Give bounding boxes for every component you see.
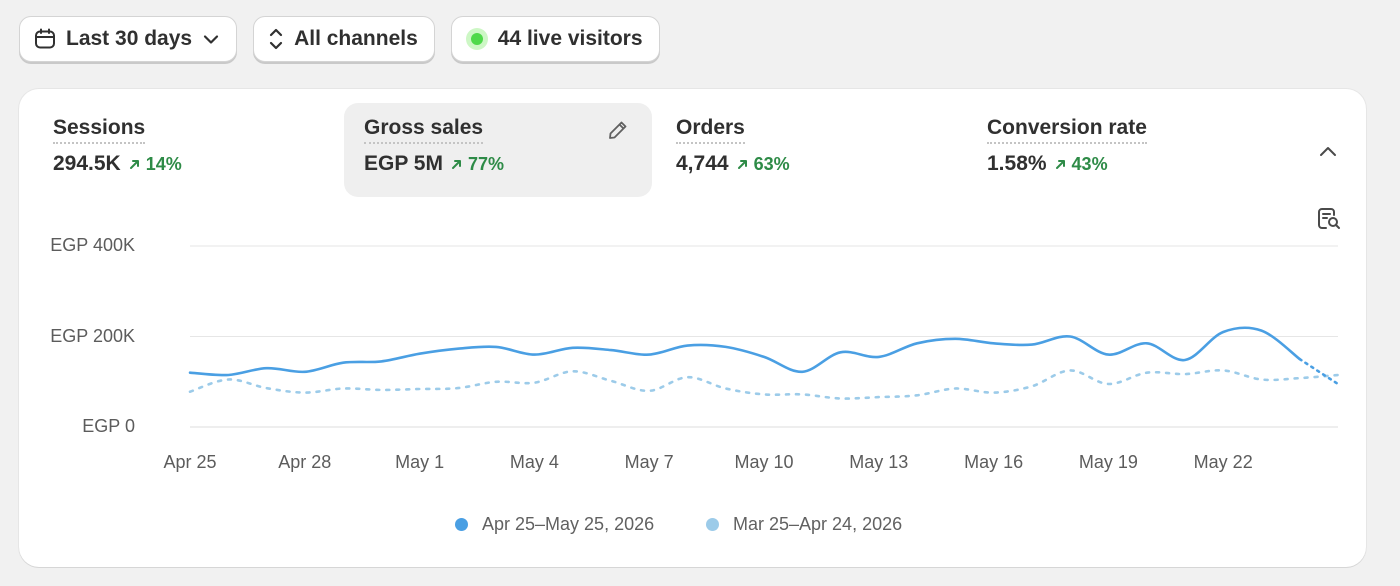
legend-label: Mar 25–Apr 24, 2026 <box>733 514 903 534</box>
pencil-icon[interactable] <box>606 118 630 147</box>
x-tick-label: Apr 25 <box>163 452 217 472</box>
metric-value: 1.58% <box>987 152 1047 175</box>
channels-button[interactable]: All channels <box>253 16 435 62</box>
channels-label: All channels <box>294 27 418 50</box>
metric-value: EGP 5M <box>364 152 443 175</box>
live-visitors-button[interactable]: 44 live visitors <box>450 16 660 62</box>
metric-trend: 14% <box>129 154 182 175</box>
metric-label: Orders <box>676 116 745 144</box>
chevron-down-icon <box>202 30 220 48</box>
sort-arrows-icon <box>268 27 284 51</box>
metric-value: 4,744 <box>676 152 729 175</box>
x-tick-label: May 13 <box>849 452 909 472</box>
live-status-icon <box>465 28 488 50</box>
series-line-current-projected <box>1298 357 1340 386</box>
x-tick-label: Apr 28 <box>278 452 332 472</box>
metric-change: 63% <box>753 153 790 174</box>
y-tick-label: EGP 400K <box>50 235 135 255</box>
metric-label: Sessions <box>53 116 146 144</box>
x-tick-label: May 10 <box>734 452 794 472</box>
y-tick-label: EGP 0 <box>82 416 135 436</box>
search-report-icon[interactable] <box>1316 206 1342 237</box>
legend-item-previous[interactable]: Mar 25–Apr 24, 2026 <box>706 514 902 535</box>
series-line-current <box>188 326 1301 377</box>
x-tick-label: May 4 <box>509 452 559 472</box>
arrow-up-right-icon <box>1055 159 1065 169</box>
metric-change: 14% <box>145 153 182 174</box>
toolbar: Last 30 days All channels 44 live visito… <box>19 16 660 62</box>
gross-sales-chart <box>188 245 1340 428</box>
metric-label: Conversion rate <box>987 116 1147 144</box>
arrow-up-right-icon <box>737 159 747 169</box>
x-tick-label: May 19 <box>1078 452 1138 472</box>
legend-item-current[interactable]: Apr 25–May 25, 2026 <box>455 514 654 535</box>
x-tick-label: May 1 <box>395 452 445 472</box>
chevron-up-icon[interactable] <box>1317 141 1339 168</box>
date-range-label: Last 30 days <box>66 27 193 50</box>
x-tick-label: May 22 <box>1193 452 1253 472</box>
legend-label: Apr 25–May 25, 2026 <box>482 514 655 534</box>
metric-trend: 63% <box>737 154 790 175</box>
metric-label: Gross sales <box>364 116 484 144</box>
metric-change: 77% <box>467 153 505 174</box>
metric-value: 294.5K <box>53 152 121 175</box>
metric-orders[interactable]: Orders 4,744 63% <box>656 103 964 197</box>
x-tick-label: May 16 <box>964 452 1024 472</box>
analytics-card: Sessions 294.5K 14% Gross sales EGP 5M 7… <box>19 89 1366 567</box>
x-tick-label: May 7 <box>624 452 674 472</box>
arrow-up-right-icon <box>129 159 139 169</box>
date-range-button[interactable]: Last 30 days <box>19 16 238 62</box>
legend-dot <box>455 518 468 531</box>
metric-conversion-rate[interactable]: Conversion rate 1.58% 43% <box>967 103 1275 197</box>
live-visitors-label: 44 live visitors <box>497 27 643 50</box>
arrow-up-right-icon <box>451 159 461 169</box>
metric-trend: 43% <box>1055 154 1108 175</box>
metric-gross-sales[interactable]: Gross sales EGP 5M 77% <box>344 103 652 197</box>
series-line-previous <box>188 368 1340 400</box>
calendar-icon <box>34 28 56 50</box>
legend-dot <box>706 518 719 531</box>
metric-change: 43% <box>1071 153 1108 174</box>
metric-trend: 77% <box>451 154 504 175</box>
metric-sessions[interactable]: Sessions 294.5K 14% <box>33 103 341 197</box>
y-tick-label: EGP 200K <box>50 325 135 346</box>
